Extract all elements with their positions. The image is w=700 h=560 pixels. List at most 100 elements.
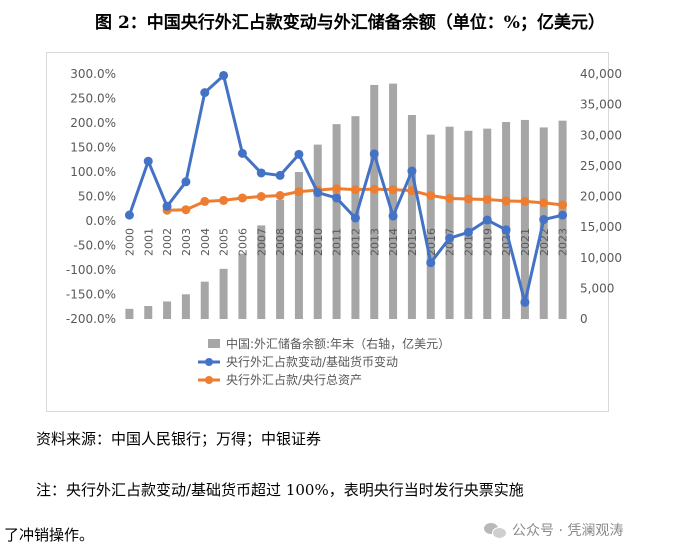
series-fx-change-point bbox=[124, 210, 134, 220]
series-fx-share-point bbox=[463, 194, 473, 204]
series-fx-share-point bbox=[275, 191, 285, 201]
series-fx-share-point bbox=[539, 198, 549, 208]
bar-reserve bbox=[332, 124, 341, 319]
note-text: 注：央行外汇占款变动/基础货币超过 100%，表明央行当时发行央票实施 bbox=[36, 481, 524, 499]
series-fx-change-point bbox=[313, 188, 323, 198]
left-axis-tick-label: 50.0% bbox=[78, 190, 116, 204]
series-fx-change-point bbox=[162, 201, 172, 211]
category-label: 2001 bbox=[142, 228, 155, 256]
series-fx-share-point bbox=[445, 193, 455, 203]
bar-reserve bbox=[125, 308, 134, 319]
left-axis-tick-label: 300.0% bbox=[70, 67, 116, 81]
right-axis-tick-label: 40,000 bbox=[580, 67, 622, 81]
category-label: 2000 bbox=[123, 228, 136, 256]
category-label: 2021 bbox=[519, 228, 532, 256]
watermark-text: 公众号 · 凭澜观涛 bbox=[512, 523, 624, 539]
series-fx-change-point bbox=[294, 149, 304, 159]
series-fx-change-point bbox=[539, 215, 549, 225]
series-fx-share-point bbox=[237, 193, 247, 203]
bar-reserve bbox=[558, 120, 567, 319]
legend-fx-change-label: 央行外汇占款变动/基础货币变动 bbox=[226, 354, 398, 369]
category-label: 2008 bbox=[274, 228, 287, 256]
category-label: 2009 bbox=[293, 228, 306, 256]
right-axis-tick-label: 0 bbox=[580, 312, 588, 326]
watermark: 公众号 · 凭澜观涛 bbox=[484, 520, 623, 540]
left-axis-tick-label: 200.0% bbox=[70, 116, 116, 130]
category-label: 2002 bbox=[161, 228, 174, 256]
bar-reserve bbox=[276, 199, 285, 319]
series-fx-share-point bbox=[219, 195, 229, 205]
bar-reserve bbox=[520, 119, 529, 319]
category-label: 2023 bbox=[557, 228, 570, 256]
series-fx-share-point bbox=[482, 194, 492, 204]
series-fx-change-point bbox=[558, 210, 568, 220]
category-label: 2014 bbox=[387, 228, 400, 256]
right-axis-tick-label: 10,000 bbox=[580, 251, 622, 265]
series-fx-share-point bbox=[256, 192, 266, 201]
category-label: 2006 bbox=[236, 228, 249, 256]
right-axis-tick-label: 30,000 bbox=[580, 128, 622, 142]
series-fx-share-point bbox=[350, 185, 360, 195]
category-label: 2005 bbox=[218, 228, 231, 256]
bar-reserve bbox=[389, 83, 398, 320]
bar-reserve bbox=[313, 144, 322, 319]
bar-reserve bbox=[445, 126, 454, 319]
bar-reserve bbox=[426, 134, 435, 319]
category-label: 2012 bbox=[349, 228, 362, 256]
right-axis-tick-label: 5,000 bbox=[580, 281, 614, 295]
series-fx-change-point bbox=[181, 177, 191, 187]
chat-bubbles-icon bbox=[484, 521, 507, 539]
bar-reserve bbox=[144, 306, 153, 319]
chart-title: 图 2：中国央行外汇占款变动与外汇储备余额（单位：%；亿美元） bbox=[95, 13, 605, 33]
legend-swatch-bars bbox=[208, 339, 220, 348]
series-fx-change-point bbox=[388, 211, 398, 221]
series-fx-share-point bbox=[501, 196, 511, 206]
series-fx-change-point bbox=[256, 168, 266, 178]
left-axis-tick-label: 100.0% bbox=[70, 165, 116, 179]
bar-reserve bbox=[200, 281, 209, 319]
left-axis-tick-label: -150.0% bbox=[66, 288, 116, 302]
bar-reserve bbox=[238, 253, 247, 319]
right-axis-tick-label: 20,000 bbox=[580, 190, 622, 204]
legend-fx-share-marker bbox=[205, 376, 213, 384]
left-axis-tick-label: -50.0% bbox=[74, 239, 116, 253]
category-label: 2019 bbox=[481, 228, 494, 256]
series-fx-change-point bbox=[369, 149, 379, 159]
series-fx-share-point bbox=[558, 200, 568, 210]
left-axis-tick-label: 250.0% bbox=[70, 92, 116, 106]
right-axis-tick-label: 35,000 bbox=[580, 98, 622, 112]
series-fx-change-point bbox=[332, 193, 342, 203]
category-label: 2010 bbox=[312, 228, 325, 256]
series-fx-change-point bbox=[350, 213, 360, 223]
series-fx-share-point bbox=[520, 196, 530, 206]
category-label: 2004 bbox=[199, 228, 212, 256]
left-axis-tick-label: -100.0% bbox=[66, 263, 116, 277]
bar-reserve bbox=[407, 115, 416, 319]
source-text: 资料来源：中国人民银行；万得；中银证券 bbox=[36, 430, 322, 448]
bar-reserve bbox=[502, 121, 511, 319]
series-fx-share-point bbox=[332, 184, 342, 194]
series-fx-share-point bbox=[388, 185, 398, 195]
bar-reserve bbox=[163, 301, 172, 319]
bar-reserve bbox=[294, 172, 303, 319]
legend-label-bars: 中国:外汇储备余额:年末（右轴，亿美元） bbox=[226, 336, 450, 351]
series-fx-change-point bbox=[501, 225, 511, 235]
category-label: 2011 bbox=[331, 228, 344, 256]
series-fx-change-point bbox=[520, 297, 530, 307]
series-fx-change-point bbox=[219, 70, 229, 80]
bar-reserve bbox=[464, 130, 473, 319]
category-label: 2003 bbox=[180, 228, 193, 256]
right-axis-tick-label: 15,000 bbox=[580, 220, 622, 234]
series-fx-change-point bbox=[237, 148, 247, 158]
note-text-continued: 了冲销操作。 bbox=[4, 526, 95, 544]
series-fx-share-point bbox=[369, 184, 379, 194]
series-fx-change-point bbox=[143, 156, 153, 166]
legend-fx-share-label: 央行外汇占款/央行总资产 bbox=[226, 372, 362, 387]
left-axis-tick-label: -200.0% bbox=[66, 312, 116, 326]
series-fx-change-point bbox=[275, 170, 285, 180]
bar-reserve bbox=[370, 84, 379, 319]
bar-reserve bbox=[181, 294, 190, 319]
series-fx-change-point bbox=[445, 233, 455, 243]
left-axis-tick-label: 150.0% bbox=[70, 141, 116, 155]
series-fx-share-point bbox=[426, 191, 436, 201]
